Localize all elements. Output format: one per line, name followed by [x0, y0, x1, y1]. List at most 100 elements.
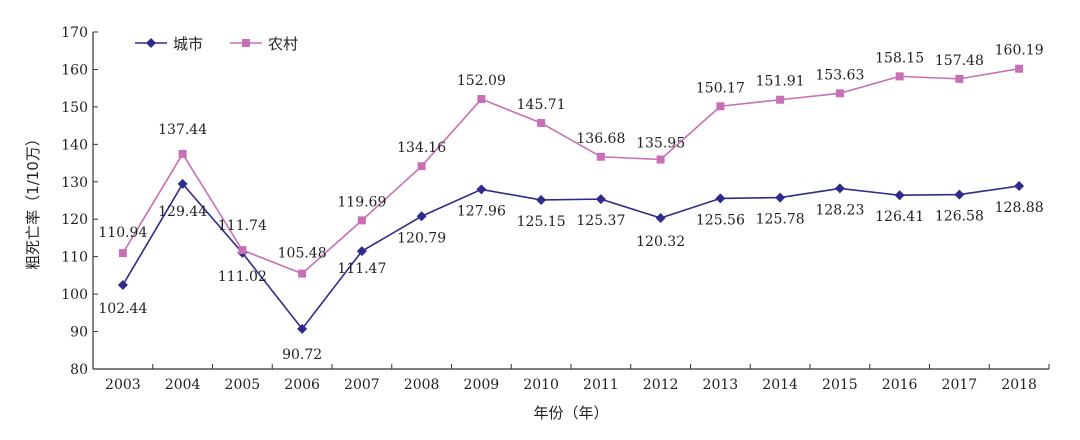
- data-label: 90.72: [282, 347, 322, 363]
- x-tick-label: 2011: [583, 377, 619, 393]
- x-tick-label: 2008: [404, 377, 440, 393]
- data-point: [954, 189, 965, 200]
- y-tick-label: 130: [61, 175, 88, 191]
- data-point: [536, 194, 547, 205]
- data-point: [715, 193, 726, 204]
- data-point: [238, 246, 247, 255]
- data-label: 128.88: [995, 200, 1044, 216]
- data-point: [596, 152, 605, 161]
- data-label: 158.15: [875, 50, 924, 66]
- data-label: 111.47: [337, 261, 386, 277]
- data-point: [595, 194, 606, 205]
- data-label: 125.37: [576, 213, 625, 229]
- data-label: 152.09: [457, 73, 506, 89]
- data-point: [775, 192, 786, 203]
- data-label: 110.94: [98, 225, 147, 241]
- data-label: 111.74: [218, 218, 267, 234]
- legend-marker: [146, 38, 156, 48]
- data-point: [177, 178, 188, 189]
- data-labels: 102.44 129.44 111.02 90.72 111.47 120.79 127.9…: [98, 43, 1043, 363]
- data-label: 157.48: [935, 53, 984, 69]
- x-tick-label: 2006: [284, 377, 320, 393]
- data-label: 135.95: [636, 135, 685, 151]
- data-label: 136.68: [576, 131, 625, 147]
- data-point: [537, 118, 546, 127]
- data-label: 126.41: [875, 209, 924, 225]
- x-tick-label: 2012: [643, 377, 679, 393]
- data-point: [416, 211, 427, 222]
- data-label: 126.58: [935, 209, 984, 225]
- x-tick-label: 2015: [822, 377, 858, 393]
- y-tick-label: 110: [61, 250, 88, 266]
- y-axis-title: 粗死亡率（1/10万）: [24, 131, 42, 270]
- x-tick-label: 2007: [344, 377, 380, 393]
- data-point: [118, 249, 127, 258]
- data-point: [417, 162, 426, 171]
- data-label: 160.19: [995, 43, 1044, 59]
- data-label: 119.69: [337, 194, 386, 210]
- y-tick-label: 90: [70, 325, 88, 341]
- x-tick-label: 2018: [1001, 377, 1037, 393]
- data-point: [776, 95, 785, 104]
- data-label: 125.78: [756, 212, 805, 228]
- axes: 80 90 100 110 120 130 140 150 160 170 2003 2004 2005…: [61, 25, 1050, 393]
- data-label: 125.15: [517, 214, 566, 230]
- data-point: [894, 190, 905, 201]
- data-label: 128.23: [815, 202, 864, 218]
- x-tick-label: 2014: [762, 377, 798, 393]
- series-line-1: [122, 182, 1020, 331]
- data-label: 120.79: [397, 230, 446, 246]
- series-markers: [117, 64, 1025, 334]
- data-point: [1015, 64, 1024, 73]
- data-label: 111.02: [218, 269, 267, 285]
- data-label: 137.44: [158, 122, 207, 138]
- x-tick-label: 2016: [882, 377, 918, 393]
- data-point: [895, 72, 904, 81]
- data-label: 105.48: [278, 246, 327, 262]
- data-point: [178, 149, 187, 158]
- data-point: [477, 95, 486, 104]
- data-label: 134.16: [397, 140, 446, 156]
- x-tick-label: 2004: [165, 377, 201, 393]
- data-point: [955, 74, 964, 83]
- x-tick-label: 2005: [225, 377, 261, 393]
- data-label: 127.96: [457, 203, 506, 219]
- data-point: [656, 155, 665, 164]
- data-point: [476, 184, 487, 195]
- x-tick-label: 2009: [464, 377, 500, 393]
- data-label: 150.17: [696, 80, 745, 96]
- y-tick-label: 160: [61, 62, 88, 78]
- legend-label: 农村: [268, 35, 298, 53]
- series-lines: [122, 67, 1020, 331]
- y-tick-label: 120: [61, 212, 88, 228]
- data-point: [716, 102, 725, 111]
- data-label: 120.32: [636, 234, 685, 250]
- x-tick-label: 2017: [942, 377, 978, 393]
- x-tick-label: 2010: [523, 377, 559, 393]
- legend-marker: [242, 39, 250, 47]
- legend: 城市 农村: [135, 35, 298, 53]
- data-point: [297, 323, 308, 334]
- y-tick-label: 80: [70, 362, 88, 378]
- x-tick-label: 2003: [105, 377, 141, 393]
- data-label: 151.91: [756, 74, 805, 90]
- legend-label: 城市: [173, 35, 203, 53]
- y-tick-label: 170: [61, 25, 88, 41]
- x-axis-title: 年份（年）: [533, 404, 608, 422]
- data-point: [655, 213, 666, 224]
- data-point: [356, 246, 367, 257]
- data-point: [117, 279, 128, 290]
- data-label: 125.56: [696, 212, 745, 228]
- y-tick-label: 150: [61, 100, 88, 116]
- data-label: 153.63: [815, 67, 864, 83]
- data-point: [298, 269, 307, 278]
- data-point: [357, 216, 366, 225]
- data-point: [834, 183, 845, 194]
- data-label: 145.71: [517, 97, 566, 113]
- data-label: 102.44: [98, 301, 147, 317]
- y-tick-label: 100: [61, 287, 88, 303]
- x-tick-label: 2013: [703, 377, 739, 393]
- data-point: [1014, 180, 1025, 191]
